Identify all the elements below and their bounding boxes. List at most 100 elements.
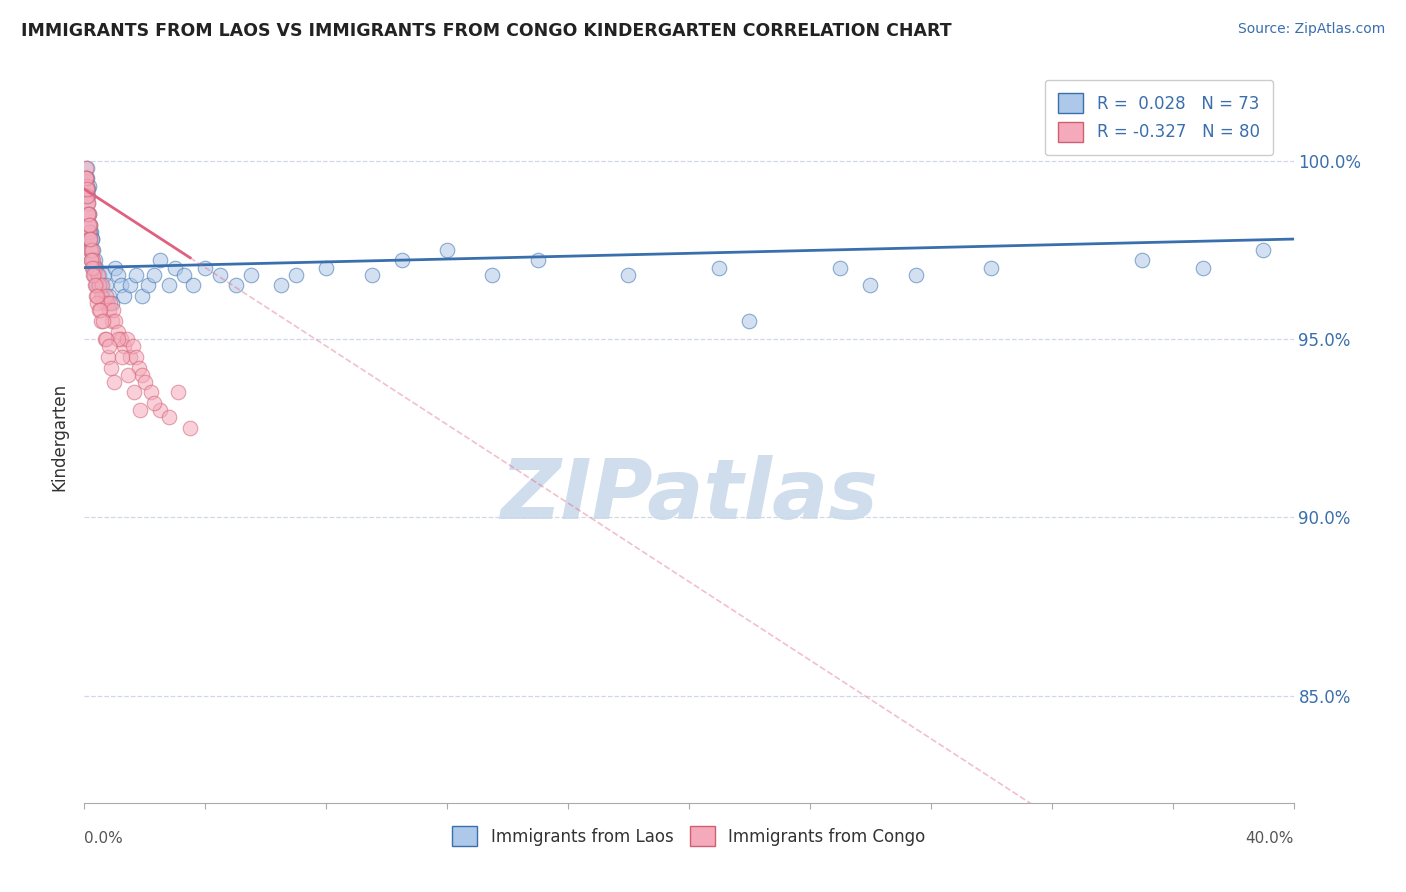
Point [80,260,103,275]
Point [481,268,503,282]
Point [77,178,100,193]
Point [225,278,247,293]
Point [738,314,761,328]
Point [79,225,101,239]
Point [75,171,97,186]
Point [100,360,122,375]
Point [83,260,105,275]
Point [79,243,101,257]
Point [118,278,141,293]
Point [87,278,110,293]
Point [75,171,97,186]
Point [173,268,195,282]
Point [100,314,122,328]
Point [527,253,550,268]
Point [77,189,100,203]
Point [115,332,138,346]
Point [77,218,100,232]
Point [125,350,148,364]
Point [76,196,98,211]
Point [77,218,100,232]
Y-axis label: Kindergarten: Kindergarten [51,383,69,491]
Point [80,253,103,268]
Point [142,396,165,410]
Point [194,260,217,275]
Text: 0.0%: 0.0% [84,831,124,847]
Point [129,403,152,417]
Point [131,368,153,382]
Point [157,410,180,425]
Point [89,278,111,293]
Point [617,268,640,282]
Point [76,178,98,193]
Point [84,253,107,268]
Point [149,253,172,268]
Point [128,360,150,375]
Point [117,368,139,382]
Point [80,253,103,268]
Point [107,332,129,346]
Legend: Immigrants from Laos, Immigrants from Congo: Immigrants from Laos, Immigrants from Co… [446,820,932,853]
Text: Source: ZipAtlas.com: Source: ZipAtlas.com [1237,22,1385,37]
Point [107,268,129,282]
Point [75,171,97,186]
Point [77,207,100,221]
Point [239,268,262,282]
Point [165,260,187,275]
Point [136,278,159,293]
Point [94,278,117,293]
Point [830,260,852,275]
Point [76,182,98,196]
Point [181,278,204,293]
Point [87,278,110,293]
Point [77,207,100,221]
Point [82,260,104,275]
Point [100,296,122,310]
Point [80,253,103,268]
Point [79,232,101,246]
Point [76,171,98,186]
Point [82,260,104,275]
Point [76,189,98,203]
Point [96,296,118,310]
Point [86,260,108,275]
Point [315,260,337,275]
Point [80,232,103,246]
Point [77,207,100,221]
Point [98,296,121,310]
Point [131,289,153,303]
Point [285,268,308,282]
Point [121,339,143,353]
Point [107,325,129,339]
Point [94,332,117,346]
Point [83,268,105,282]
Point [134,375,156,389]
Point [82,243,104,257]
Point [79,232,101,246]
Point [76,161,98,175]
Point [97,350,120,364]
Point [436,243,458,257]
Point [122,385,145,400]
Point [89,303,111,318]
Point [93,268,115,282]
Point [76,189,98,203]
Point [97,303,120,318]
Point [83,268,105,282]
Point [89,268,111,282]
Point [87,268,110,282]
Point [125,268,148,282]
Point [76,171,98,186]
Point [82,268,104,282]
Point [142,268,165,282]
Point [101,303,124,318]
Point [77,225,100,239]
Point [104,260,127,275]
Point [139,385,162,400]
Point [79,232,101,246]
Point [90,314,112,328]
Point [904,268,927,282]
Point [112,339,135,353]
Point [94,289,117,303]
Point [94,332,117,346]
